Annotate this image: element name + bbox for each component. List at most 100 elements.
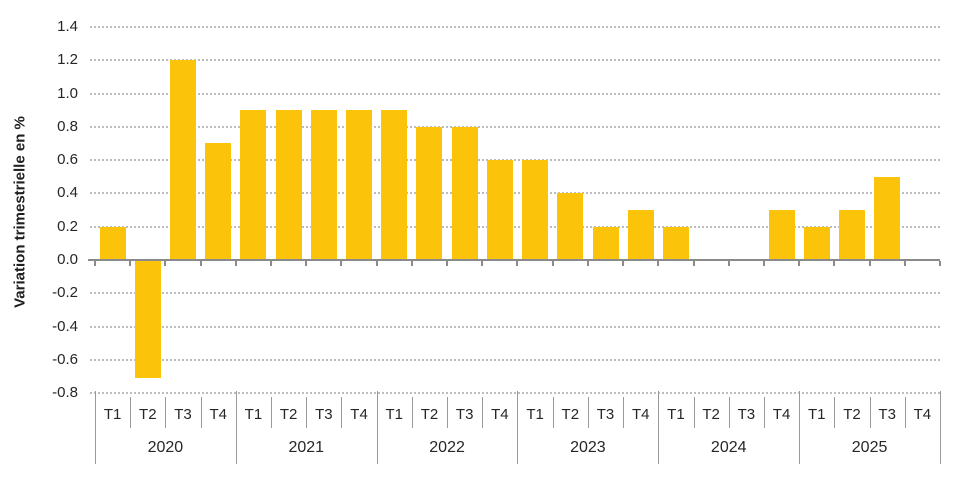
y-tick-label: 0.0 [57, 251, 78, 268]
quarter-separator [552, 397, 554, 428]
bar-2024-T1 [662, 226, 689, 260]
axis-tick [375, 261, 378, 266]
bar-2025-T3 [874, 176, 901, 260]
y-tick-label: 1.0 [57, 84, 78, 102]
axis-tick [692, 261, 695, 266]
year-separator [376, 391, 378, 464]
quarter-separator [447, 397, 449, 428]
quarter-label: T2 [279, 406, 298, 423]
gridline [90, 25, 940, 28]
quarter-separator [587, 397, 589, 428]
quarter-label: T2 [561, 406, 580, 423]
bar-2023-T2 [557, 193, 584, 260]
bar-2020-T2 [134, 261, 161, 378]
y-tick-label: 0.6 [57, 151, 78, 169]
quarter-label: T3 [315, 406, 333, 423]
gridline [90, 125, 940, 128]
axis-tick [798, 261, 801, 266]
axis-tick [868, 261, 871, 266]
axis-tick [199, 261, 202, 266]
axis-tick [833, 261, 836, 266]
bar-2021-T3 [310, 110, 337, 260]
axis-tick [164, 261, 167, 266]
quarter-label: T1 [244, 406, 263, 423]
y-tick-label: 0.2 [57, 217, 78, 235]
axis-tick [410, 261, 413, 266]
quarter-label: T2 [139, 406, 157, 423]
year-label: 2021 [288, 439, 325, 456]
quarter-label: T4 [491, 406, 509, 423]
y-tick-label: 1.2 [57, 51, 78, 69]
y-tick-label: 0.4 [57, 184, 78, 202]
axis-tick [762, 261, 765, 266]
quarter-separator [165, 397, 167, 428]
quarter-separator [623, 397, 625, 428]
gridline [90, 225, 940, 228]
y-axis-title: Variation trimestrielle en % [11, 116, 29, 308]
quarter-separator [411, 397, 413, 428]
y-tick-label: -0.4 [52, 317, 78, 335]
quarter-label: T4 [631, 406, 650, 423]
bar-2023-T1 [522, 160, 549, 260]
quarter-separator [834, 397, 836, 428]
bar-2022-T2 [416, 126, 443, 260]
gridline [90, 59, 940, 62]
axis-tick [903, 261, 906, 266]
quarter-label: T1 [385, 406, 404, 423]
quarter-separator [271, 397, 273, 428]
x-axis-line [88, 259, 940, 261]
quarter-label: T2 [420, 406, 439, 423]
gridline [90, 325, 940, 328]
quarter-label: T3 [596, 406, 615, 423]
axis-tick [94, 261, 96, 266]
bar-2020-T1 [99, 226, 126, 260]
quarter-label: T1 [103, 406, 122, 423]
gridline [90, 358, 940, 361]
quarter-separator [306, 397, 308, 428]
axis-tick [129, 261, 132, 266]
axis-tick [938, 261, 941, 266]
quarter-label: T2 [702, 406, 720, 423]
quarter-label: T3 [878, 406, 896, 423]
quarter-label: T1 [808, 406, 826, 423]
quarter-label: T1 [667, 406, 685, 423]
bar-2022-T3 [451, 126, 478, 260]
bar-2025-T1 [803, 226, 830, 260]
bar-2022-T1 [381, 110, 408, 260]
y-tick-label: 0.8 [57, 117, 78, 135]
bar-2021-T1 [240, 110, 267, 260]
year-label: 2020 [147, 439, 184, 456]
bar-2023-T4 [627, 210, 654, 260]
axis-tick [340, 261, 343, 266]
gridline [90, 392, 940, 395]
quarter-label: T4 [772, 406, 791, 423]
year-separator [95, 391, 96, 464]
quarter-label: T3 [737, 406, 756, 423]
axis-tick [516, 261, 519, 266]
quarter-separator [482, 397, 484, 428]
quarter-separator [869, 397, 871, 428]
quarter-label: T3 [455, 406, 474, 423]
y-tick-label: -0.2 [52, 284, 78, 302]
axis-tick [622, 261, 625, 266]
year-separator [799, 391, 801, 464]
quarter-label: T4 [913, 406, 932, 423]
gridline [90, 192, 940, 195]
bar-2020-T4 [205, 143, 232, 260]
axis-tick [551, 261, 554, 266]
year-separator [517, 391, 519, 464]
bar-2022-T4 [486, 160, 513, 260]
gridline [90, 292, 940, 295]
bar-2021-T4 [346, 110, 373, 260]
axis-tick [305, 261, 308, 266]
bar-2023-T3 [592, 226, 619, 260]
quarter-separator [130, 397, 132, 428]
bar-2024-T4 [768, 210, 795, 260]
year-separator [658, 391, 660, 464]
axis-tick [270, 261, 273, 266]
quarter-label: T3 [174, 406, 192, 423]
bar-2025-T2 [838, 210, 865, 260]
quarter-separator [904, 397, 906, 428]
bar-2021-T2 [275, 110, 302, 260]
